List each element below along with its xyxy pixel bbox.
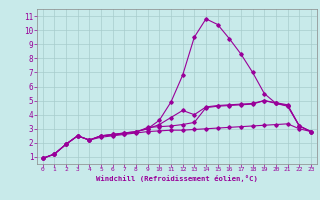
X-axis label: Windchill (Refroidissement éolien,°C): Windchill (Refroidissement éolien,°C) <box>96 175 258 182</box>
